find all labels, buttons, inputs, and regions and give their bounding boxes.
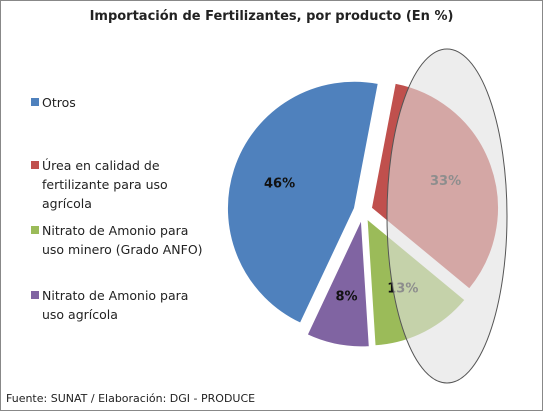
legend-swatch (31, 226, 39, 234)
legend-swatch (31, 161, 39, 169)
legend-item: Nitrato de Amonio para uso agrícola (31, 286, 231, 324)
pie-slice (306, 219, 370, 348)
highlight-ellipse (386, 48, 508, 384)
legend-label: Nitrato de Amonio para uso minero (Grado… (42, 223, 203, 257)
data-label: 46% (264, 176, 295, 191)
pie-slice (226, 80, 379, 324)
chart-title: Importación de Fertilizantes, por produc… (89, 9, 454, 24)
legend-item: Otros (31, 93, 231, 112)
legend-label: Nitrato de Amonio para uso agrícola (42, 288, 189, 322)
source-note: Fuente: SUNAT / Elaboración: DGI - PRODU… (6, 392, 256, 405)
legend-label: Úrea en calidad de fertilizante para uso… (42, 158, 168, 211)
legend-label: Otros (42, 95, 76, 110)
legend-swatch (31, 291, 39, 299)
legend-swatch (31, 98, 39, 106)
legend-item: Nitrato de Amonio para uso minero (Grado… (31, 221, 231, 259)
legend-item: Úrea en calidad de fertilizante para uso… (31, 156, 231, 213)
data-label: 8% (336, 290, 358, 305)
